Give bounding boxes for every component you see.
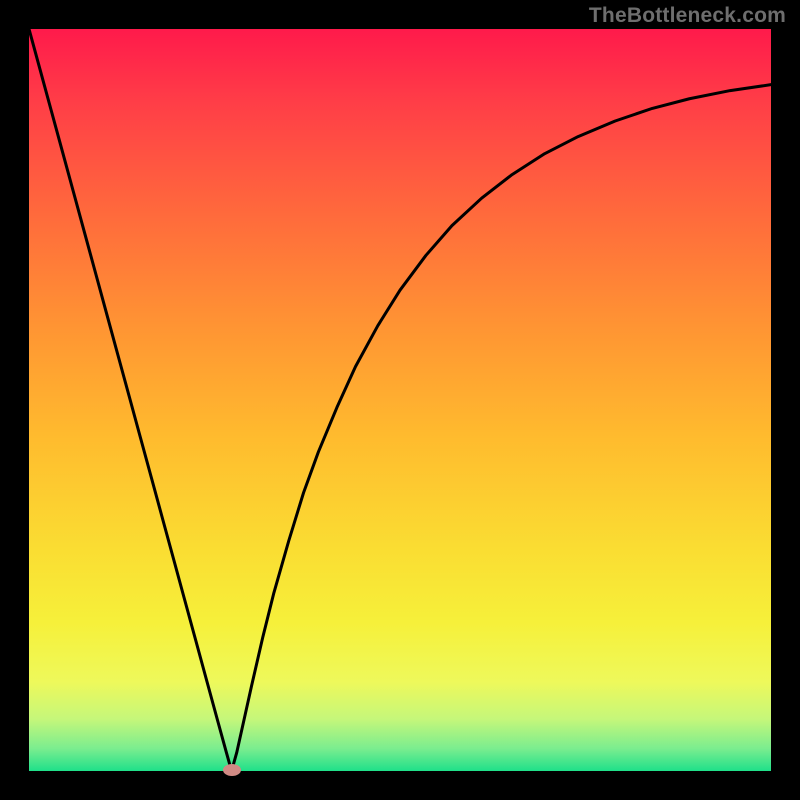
- plot-area: [29, 29, 771, 771]
- chart-frame: TheBottleneck.com: [0, 0, 800, 800]
- optimum-marker: [223, 764, 241, 776]
- watermark-text: TheBottleneck.com: [589, 4, 786, 28]
- curve-line: [29, 29, 771, 771]
